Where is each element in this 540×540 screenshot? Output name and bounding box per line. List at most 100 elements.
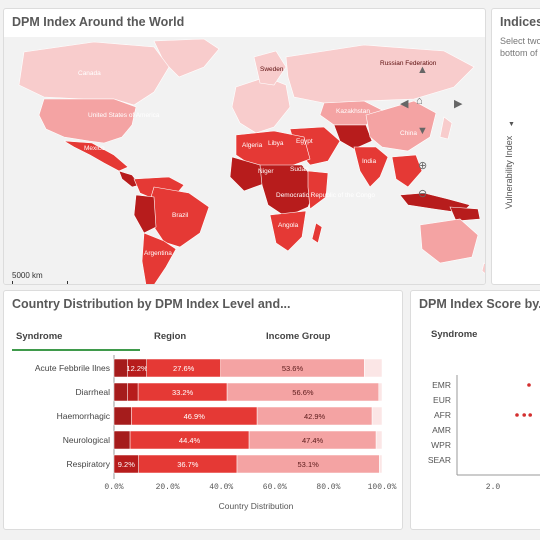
- map-label-libya: Libya: [268, 140, 284, 147]
- category-label: Diarrheal: [76, 387, 111, 397]
- tab-income-group[interactable]: Income Group: [266, 331, 331, 342]
- indices-subtitle-line-2: bottom of: [500, 48, 538, 58]
- region-papua: [449, 206, 481, 222]
- bar-segment: [379, 454, 383, 474]
- map-scale-bar: [12, 281, 68, 284]
- region-japan: [439, 116, 453, 140]
- pan-down-icon[interactable]: ▼: [417, 125, 428, 137]
- region-central-asia: [333, 124, 373, 150]
- region-east-africa: [307, 170, 329, 210]
- x-axis-label: Country Distribution: [219, 501, 294, 511]
- region-madagascar: [311, 222, 323, 244]
- map-label-egypt: Egypt: [296, 138, 313, 145]
- score-point: [528, 413, 532, 417]
- distribution-tabs: Syndrome Region Income Group: [12, 329, 396, 351]
- map-panel-title: DPM Index Around the World: [12, 15, 185, 29]
- data-label: 12.2%: [126, 364, 148, 373]
- map-panel: DPM Index Around the World: [3, 8, 486, 285]
- bar-segment: [127, 382, 139, 402]
- score-panel-title: DPM Index Score by...: [419, 297, 540, 311]
- bar-segment: [113, 430, 131, 450]
- map-label-russia: Russian Federation: [380, 60, 437, 67]
- category-label: Acute Febbrile Ilnes: [35, 363, 110, 373]
- indices-panel: Indices Select two bottom of ▼ Vulnerabi…: [491, 8, 540, 285]
- indices-subtitle: Select two bottom of: [500, 35, 540, 59]
- map-label-mexico: Mexico: [84, 145, 105, 152]
- score-point: [527, 383, 531, 387]
- map-label-niger: Niger: [258, 168, 274, 175]
- region-india: [353, 146, 389, 188]
- category-label: Haemorrhagic: [57, 411, 111, 421]
- map-label-angola: Angola: [278, 222, 299, 229]
- score-point: [522, 413, 526, 417]
- region-usa: [38, 98, 137, 144]
- data-label: 44.4%: [179, 436, 201, 445]
- indices-panel-title: Indices: [500, 15, 540, 29]
- active-tab-indicator: [12, 349, 140, 351]
- map-label-china: China: [400, 130, 417, 137]
- vulnerability-index-axis-label[interactable]: Vulnerability Index: [504, 135, 514, 209]
- distribution-bar-chart: Acute Febbrile Ilnes 12.2% 27.6% 53.6% Diarr…: [35, 355, 397, 511]
- x-tick-label: 0.0%: [104, 483, 123, 492]
- tab-region[interactable]: Region: [154, 331, 187, 342]
- axis-selector-caret-icon[interactable]: ▼: [508, 121, 515, 128]
- region-north-africa: [235, 130, 311, 168]
- score-point: [515, 413, 519, 417]
- map-label-usa: United States of America: [88, 112, 160, 119]
- pan-up-icon[interactable]: ▲: [417, 64, 428, 76]
- score-scatter-chart: EMR EUR AFR AMR WPR SEAR 2.0: [428, 375, 540, 492]
- region-china: [365, 100, 437, 152]
- region-tick-label: WPR: [431, 440, 451, 450]
- score-panel: DPM Index Score by... Syndrome EMR EUR AFR…: [410, 290, 540, 530]
- map-label-canada: Canada: [78, 70, 101, 77]
- map-label-algeria: Algeria: [242, 142, 263, 149]
- data-label: 27.6%: [173, 364, 195, 373]
- data-label: 42.9%: [304, 412, 326, 421]
- map-label-india: India: [362, 158, 376, 165]
- region-tick-label: SEAR: [428, 455, 451, 465]
- data-label: 47.4%: [302, 436, 324, 445]
- distribution-panel: Country Distribution by DPM Index Level …: [3, 290, 403, 530]
- map-label-sweden: Sweden: [260, 66, 284, 73]
- category-label: Neurological: [63, 435, 110, 445]
- x-tick-label: 100.0%: [368, 483, 397, 492]
- zoom-in-icon[interactable]: ⊕: [418, 160, 428, 172]
- data-label: 56.6%: [292, 388, 314, 397]
- region-west-africa: [229, 156, 267, 192]
- zoom-out-icon[interactable]: ⊖: [418, 188, 428, 200]
- map-label-drc: Democratic Republic of the Congo: [276, 192, 375, 199]
- x-tick-label: 60.0%: [263, 483, 287, 492]
- data-label: 53.6%: [282, 364, 304, 373]
- data-label: 46.9%: [184, 412, 206, 421]
- category-label: Respiratory: [67, 459, 111, 469]
- data-label: 9.2%: [118, 460, 135, 469]
- x-tick-label: 80.0%: [316, 483, 340, 492]
- score-x-tick-label: 2.0: [486, 483, 501, 492]
- x-tick-label: 20.0%: [156, 483, 180, 492]
- distribution-panel-title: Country Distribution by DPM Index Level …: [12, 297, 291, 311]
- region-tick-label: AFR: [434, 410, 451, 420]
- region-central-america: [118, 170, 141, 188]
- region-new-zealand: [481, 262, 485, 274]
- indices-subtitle-line-1: Select two: [500, 36, 540, 46]
- x-tick-label: 40.0%: [209, 483, 233, 492]
- data-label: 36.7%: [177, 460, 199, 469]
- region-australia: [419, 218, 479, 264]
- score-tab-syndrome[interactable]: Syndrome: [431, 329, 478, 340]
- bar-segment: [375, 430, 383, 450]
- tab-syndrome[interactable]: Syndrome: [16, 331, 63, 342]
- pan-left-icon[interactable]: ◀: [400, 98, 409, 110]
- region-canada: [18, 41, 170, 106]
- home-icon[interactable]: ⌂: [416, 95, 423, 107]
- map-scale-label: 5000 km: [12, 271, 43, 280]
- region-russia: [285, 44, 475, 104]
- bar-segment: [371, 406, 383, 426]
- map-label-kazakhstan: Kazakhstan: [336, 108, 370, 115]
- region-tick-label: EUR: [433, 395, 451, 405]
- region-southern-africa: [269, 210, 307, 252]
- world-map[interactable]: Canada United States of America Mexico B…: [4, 37, 486, 285]
- pan-right-icon[interactable]: ▶: [454, 98, 463, 110]
- region-tick-label: AMR: [432, 425, 451, 435]
- region-scandinavia: [253, 50, 287, 86]
- data-label: 33.2%: [172, 388, 194, 397]
